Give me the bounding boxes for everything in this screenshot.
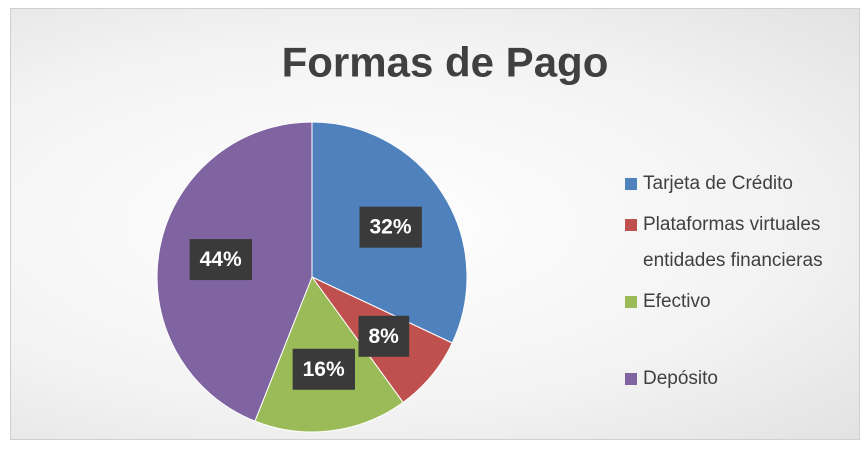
legend-item: Depósito — [625, 361, 853, 397]
data-label: 16% — [292, 348, 355, 390]
data-label-text: 44% — [200, 248, 242, 271]
legend-label: Plataformas virtuales entidades financie… — [643, 214, 823, 271]
data-label-box — [359, 206, 422, 248]
data-label-text: 8% — [368, 325, 399, 348]
legend-item: Tarjeta de Crédito — [625, 166, 853, 202]
legend-label: Efectivo — [643, 291, 711, 312]
legend-label: Depósito — [643, 368, 718, 389]
legend-item: Plataformas virtuales entidades financie… — [625, 207, 853, 279]
legend-swatch — [625, 219, 637, 231]
data-label: 8% — [358, 315, 410, 357]
data-label: 32% — [359, 206, 422, 248]
data-label-text: 32% — [370, 216, 412, 239]
data-label: 44% — [189, 239, 252, 281]
legend-swatch — [625, 373, 637, 385]
legend-swatch — [625, 178, 637, 190]
legend-swatch — [625, 296, 637, 308]
legend-item: Efectivo — [625, 284, 853, 320]
legend-label: Tarjeta de Crédito — [643, 173, 793, 194]
data-label-box — [189, 239, 252, 281]
data-label-box — [358, 315, 410, 357]
chart-title: Formas de Pago — [282, 39, 609, 86]
data-label-box — [292, 348, 355, 390]
data-label-text: 16% — [303, 358, 345, 381]
